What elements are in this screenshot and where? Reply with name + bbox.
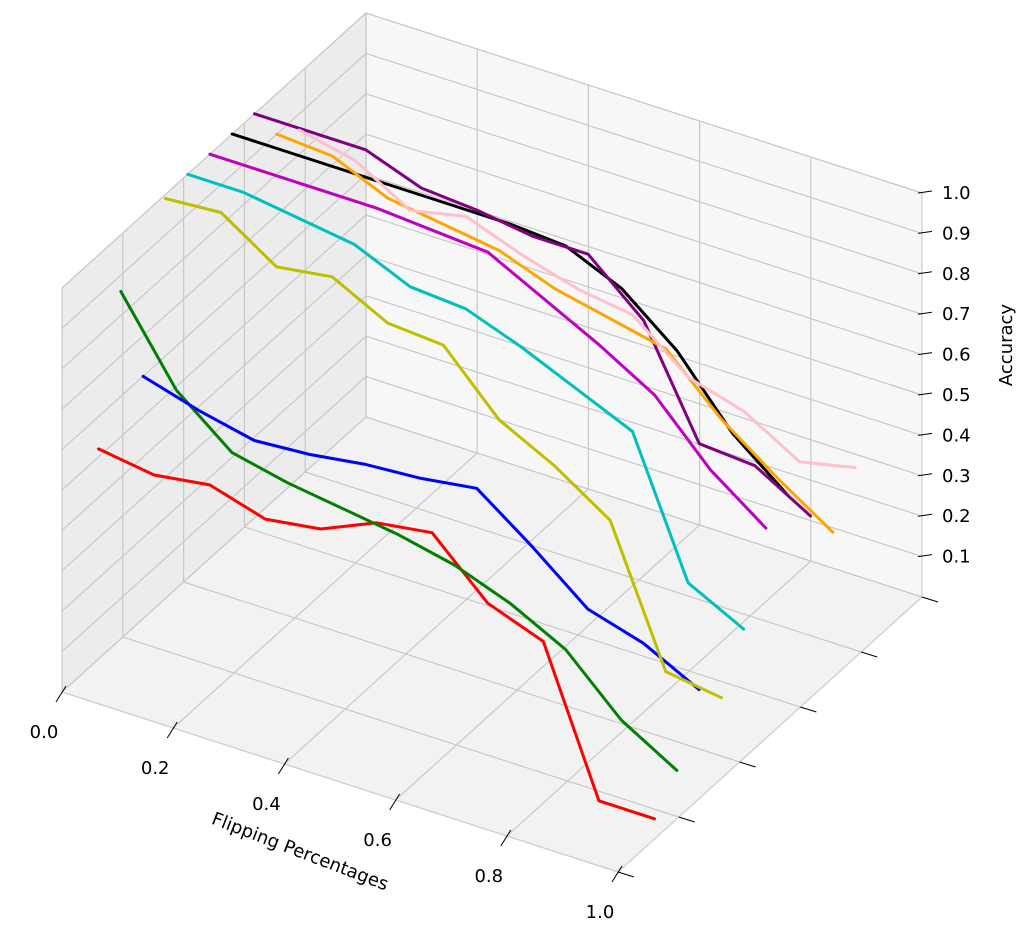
depth-axis-line: [617, 596, 923, 873]
depth-tick-mark: [861, 651, 878, 658]
z-tick-label: 0.8: [942, 264, 971, 285]
z-tick-label: 0.6: [942, 345, 971, 366]
series-lines: [97, 112, 857, 821]
z-tick-label: 0.5: [942, 385, 971, 406]
series-line-5: [186, 172, 746, 631]
z-tick-mark: [917, 271, 933, 275]
z-gridline-back: [365, 133, 923, 315]
series-line-4: [163, 197, 723, 700]
x-gridline-floor: [172, 452, 478, 729]
z-tick-label: 0.3: [942, 466, 971, 487]
x-tick-mark: [611, 865, 623, 883]
z-gridline-left: [61, 376, 367, 653]
y-gridline-floor: [183, 581, 740, 763]
x-tick-label: 0.8: [474, 866, 503, 887]
series-line-8: [253, 112, 812, 518]
series-line-10: [297, 128, 857, 470]
x-tick-mark: [277, 757, 289, 775]
z-gridline-back: [365, 214, 923, 396]
series-line-3: [141, 374, 701, 692]
z-tick-label: 0.7: [942, 304, 971, 325]
z-axis-label: Accuracy: [996, 304, 1017, 387]
series-line-7: [230, 132, 790, 498]
z-tick-mark: [917, 230, 933, 234]
x-tick-mark: [389, 793, 401, 811]
z-gridline-back: [365, 12, 923, 194]
series-line-6: [208, 152, 768, 530]
z-tick-mark: [917, 432, 933, 436]
z-tick-mark: [917, 554, 933, 558]
x-tick-label: 0.4: [252, 794, 281, 815]
z-tick-label: 0.4: [942, 425, 971, 446]
x-tick-label: 0.0: [30, 722, 59, 743]
z-tick-mark: [917, 311, 933, 315]
x-tick-mark: [55, 685, 67, 703]
x-axis-label: Flipping Percentages: [209, 808, 391, 895]
z-gridline-left: [61, 52, 367, 329]
z-tick-mark: [917, 473, 933, 477]
z-tick-mark: [917, 190, 933, 194]
axes-panes: [61, 11, 923, 873]
z-tick-label: 0.2: [942, 506, 971, 527]
x-tick-label: 0.2: [141, 758, 170, 779]
depth-tick-mark: [800, 706, 817, 713]
x-gridline-floor: [506, 560, 812, 837]
series-line-9: [275, 132, 835, 534]
series-line-2: [119, 289, 679, 772]
z-gridline-left: [61, 133, 367, 410]
x-tick-label: 1.0: [586, 902, 615, 923]
depth-tick-mark: [739, 761, 756, 768]
x-tick-label: 0.6: [363, 830, 392, 851]
z-gridline-left: [61, 335, 367, 612]
x-tick-mark: [166, 721, 178, 739]
y-gridline-floor: [244, 526, 801, 708]
z-gridline-back: [365, 52, 923, 234]
x-tick-mark: [500, 829, 512, 847]
y-gridline-floor: [365, 416, 923, 598]
y-gridline-floor: [305, 471, 862, 653]
z-gridline-back: [365, 93, 923, 275]
gridlines: [61, 12, 923, 873]
z-gridline-left: [61, 214, 367, 491]
z-tick-label: 1.0: [942, 183, 971, 204]
y-gridline-floor: [122, 636, 679, 818]
z-gridline-back: [365, 254, 923, 436]
depth-tick-mark: [617, 871, 635, 878]
x-gridline-floor: [395, 524, 701, 801]
x-gridline-floor: [61, 416, 367, 693]
z-gridline-left: [61, 174, 367, 451]
z-tick-mark: [917, 352, 933, 356]
z-gridline-left: [61, 12, 367, 289]
x-axis-line: [61, 691, 619, 873]
z-tick-mark: [917, 513, 933, 517]
x-gridline-floor: [283, 488, 589, 765]
z-tick-label: 0.9: [942, 223, 971, 244]
depth-tick-mark: [678, 816, 695, 823]
z-gridline-left: [61, 254, 367, 531]
z-tick-mark: [917, 392, 933, 396]
z-gridline-back: [365, 174, 923, 356]
depth-tick-mark: [921, 596, 939, 603]
z-tick-label: 0.1: [942, 547, 971, 568]
axis-ticks: 0.0 0.2 0.4 0.6 0.8 1.0 0.1 0.2 0.3 0.4 0.5 0.6 0.7 0…: [30, 183, 971, 923]
